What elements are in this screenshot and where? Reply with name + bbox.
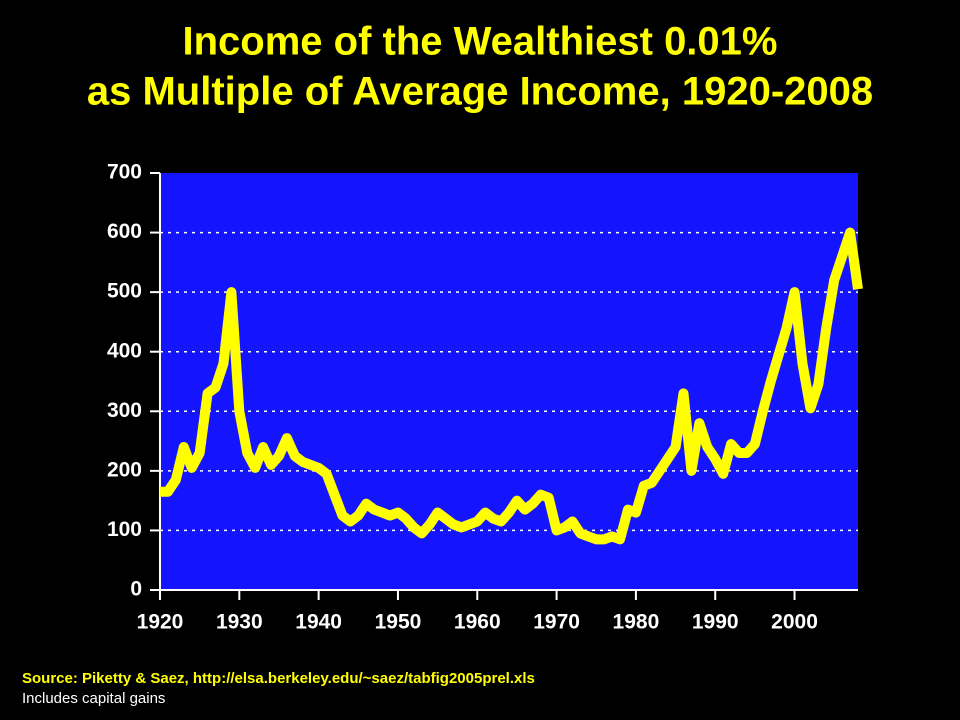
chart-title: Income of the Wealthiest 0.01% [183, 20, 778, 64]
y-tick-label: 400 [107, 339, 142, 362]
x-tick-label: 1940 [295, 611, 342, 634]
x-tick-label: 2000 [771, 611, 818, 634]
plot-area [160, 173, 858, 590]
x-tick-label: 1960 [454, 611, 501, 634]
x-tick-label: 1920 [137, 611, 184, 634]
y-tick-label: 700 [107, 161, 142, 184]
y-tick-label: 500 [107, 280, 142, 303]
y-tick-label: 100 [107, 518, 142, 541]
y-tick-label: 300 [107, 399, 142, 422]
y-tick-label: 200 [107, 458, 142, 481]
x-tick-label: 1990 [692, 611, 739, 634]
chart-subtitle: as Multiple of Average Income, 1920-2008 [87, 70, 873, 114]
y-tick-label: 600 [107, 220, 142, 243]
x-tick-label: 1980 [613, 611, 660, 634]
y-tick-label: 0 [130, 578, 142, 601]
x-tick-label: 1930 [216, 611, 263, 634]
x-tick-label: 1970 [533, 611, 580, 634]
note: Includes capital gains [22, 690, 165, 707]
source: Source: Piketty & Saez, http://elsa.berk… [22, 670, 535, 687]
x-tick-label: 1950 [375, 611, 422, 634]
data-line [160, 227, 863, 545]
